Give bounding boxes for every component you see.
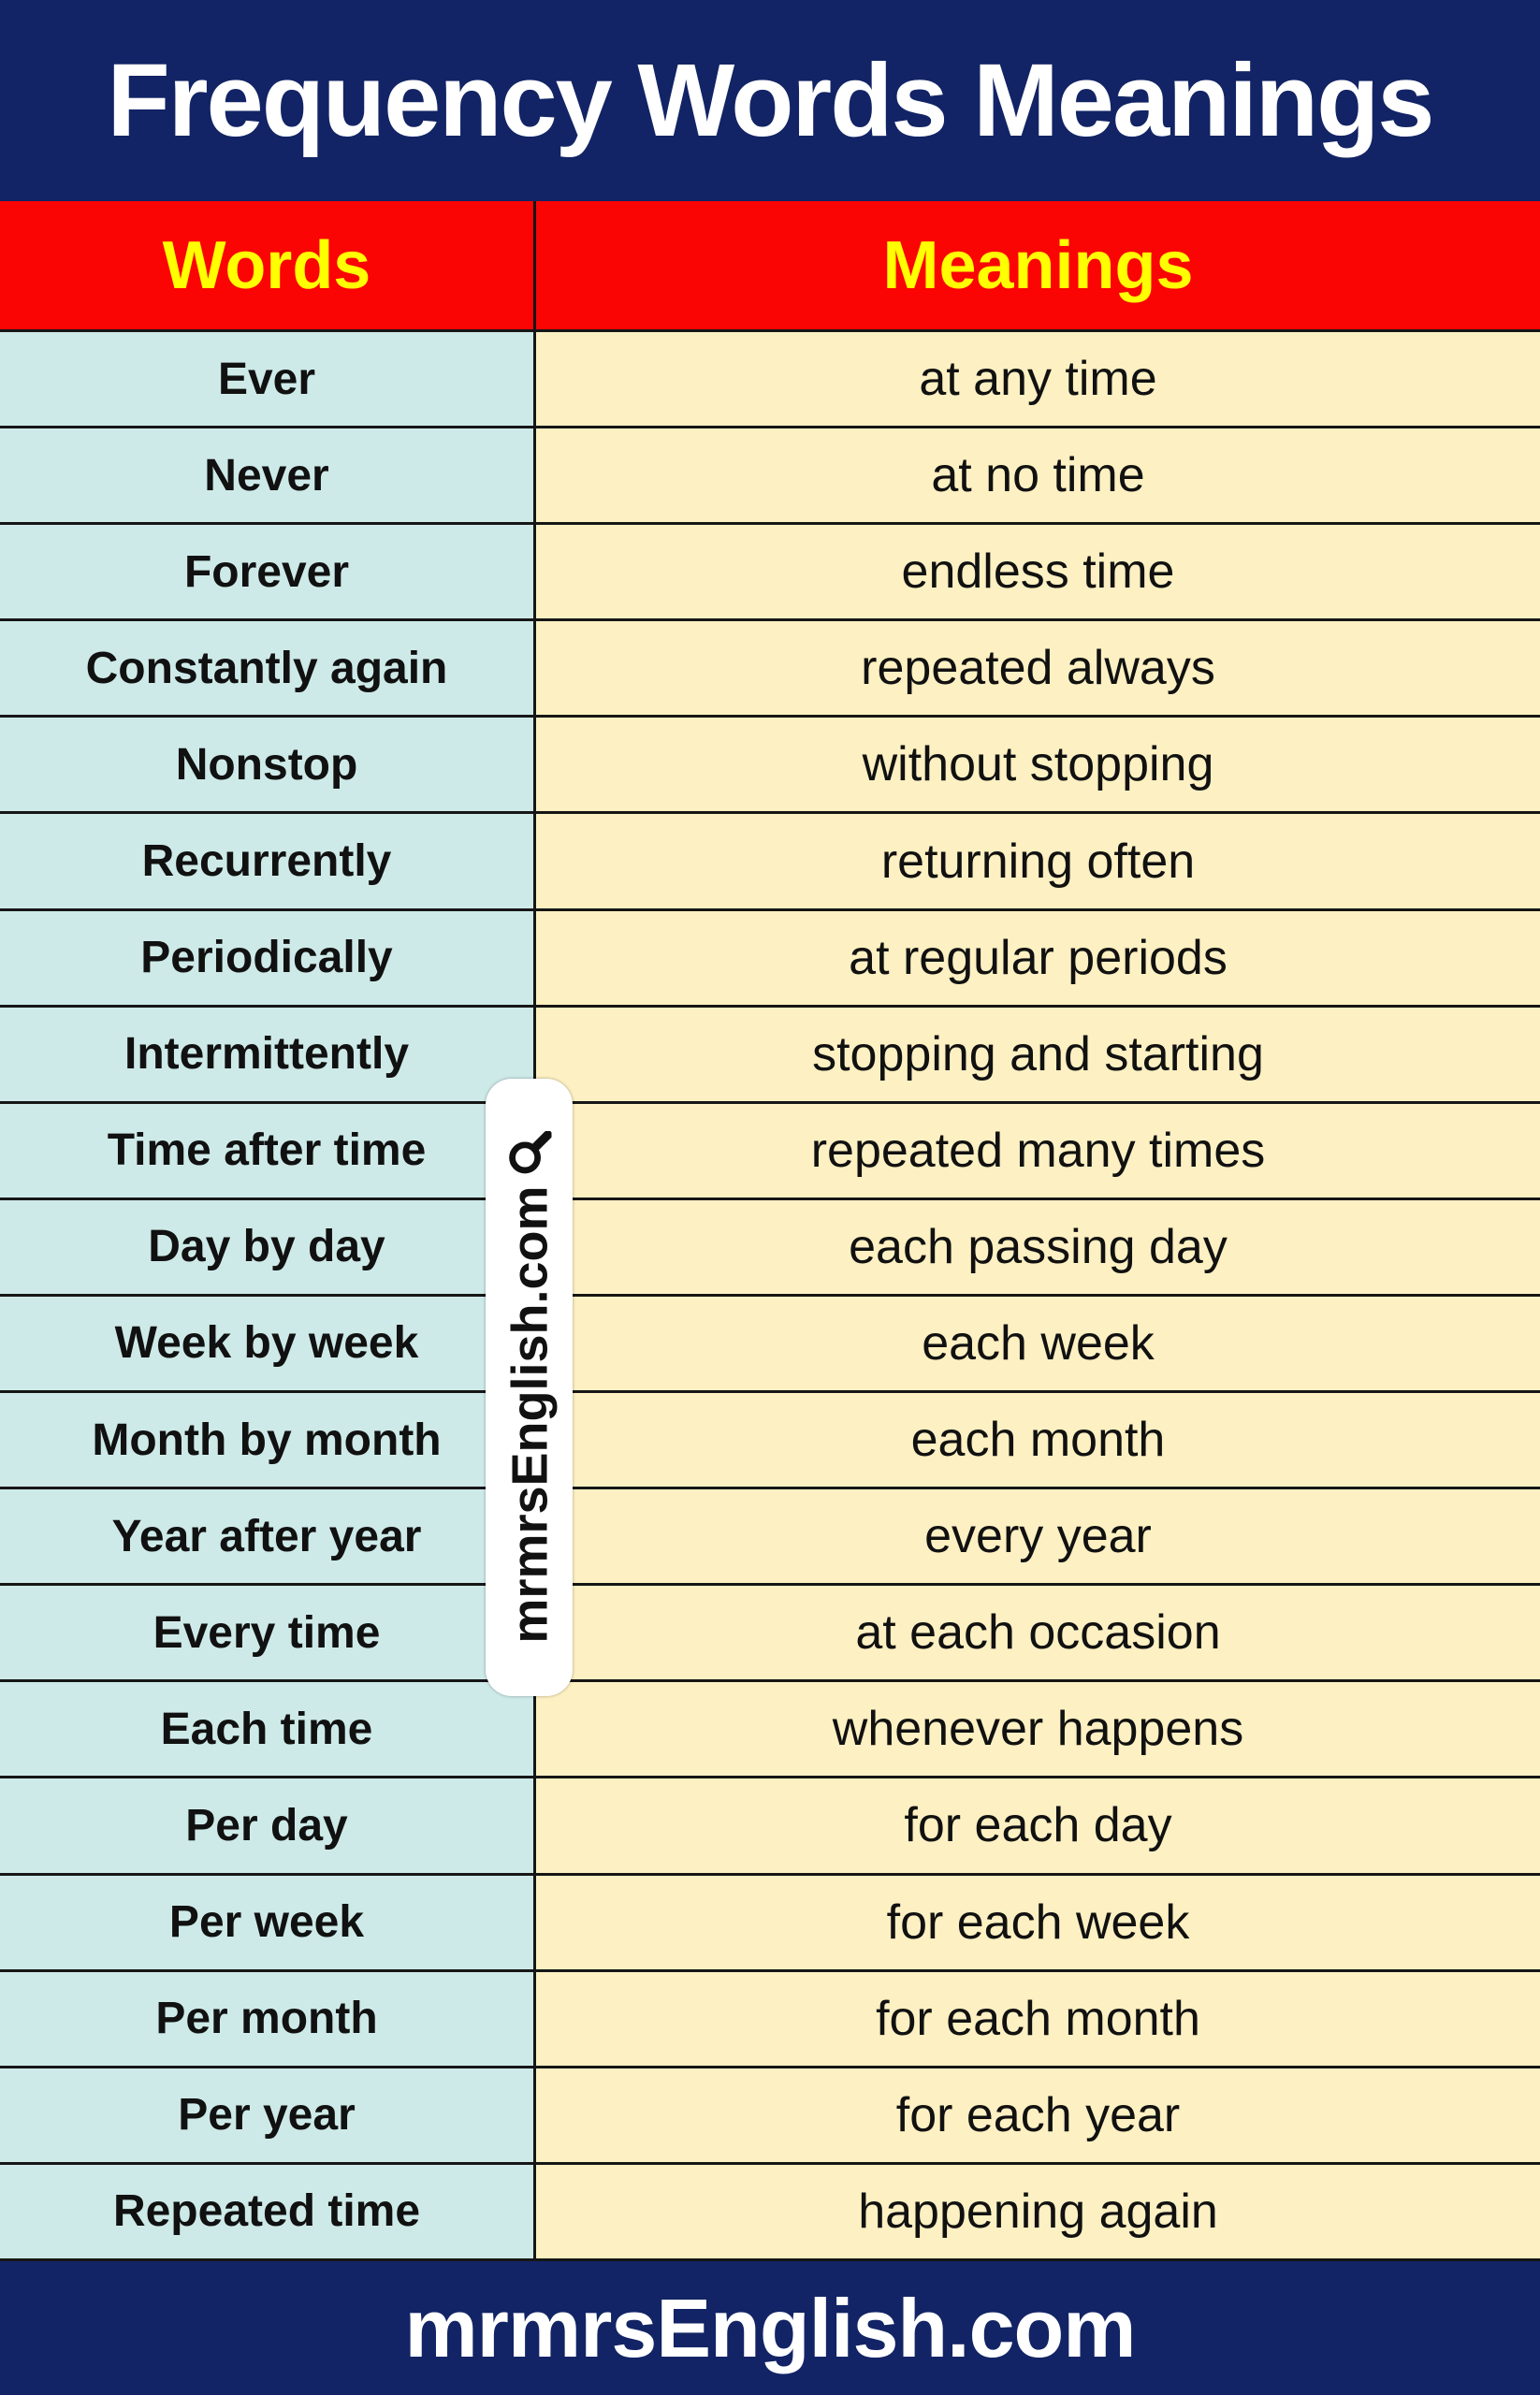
footer: mrmrsEnglish.com xyxy=(0,2261,1540,2395)
table-row: Per week for each week xyxy=(0,1875,1540,1972)
table-row: Intermittently stopping and starting xyxy=(0,1007,1540,1104)
table-row: Nonstop without stopping xyxy=(0,718,1540,815)
table-row: Month by month each month xyxy=(0,1393,1540,1490)
word-cell: Constantly again xyxy=(0,621,536,716)
word-cell: Recurrently xyxy=(0,814,536,908)
table-row: Each time whenever happens xyxy=(0,1682,1540,1779)
word-cell: Day by day xyxy=(0,1199,536,1294)
table-row: Per month for each month xyxy=(0,1971,1540,2068)
meaning-cell: whenever happens xyxy=(536,1682,1540,1777)
meaning-cell: for each year xyxy=(536,2068,1540,2162)
table-row: Forever endless time xyxy=(0,525,1540,622)
word-cell: Per month xyxy=(0,1971,536,2066)
word-cell: Every time xyxy=(0,1586,536,1680)
meaning-cell: at any time xyxy=(536,332,1540,427)
watermark-text: mrmrsEnglish.com xyxy=(501,1185,558,1644)
meaning-cell: repeated always xyxy=(536,621,1540,716)
word-cell: Repeated time xyxy=(0,2164,536,2258)
word-cell: Week by week xyxy=(0,1296,536,1391)
word-cell: Forever xyxy=(0,525,536,619)
table-row: Per day for each day xyxy=(0,1778,1540,1876)
watermark: mrmrsEnglish.com xyxy=(486,1079,573,1696)
meaning-cell: each week xyxy=(536,1296,1540,1391)
word-cell: Intermittently xyxy=(0,1007,536,1101)
table-header-row: Words Meanings xyxy=(0,201,1540,332)
table-row: Never at no time xyxy=(0,428,1540,526)
table-row: Constantly again repeated always xyxy=(0,621,1540,718)
word-cell: Month by month xyxy=(0,1393,536,1488)
meaning-cell: for each week xyxy=(536,1875,1540,1969)
table-row: Periodically at regular periods xyxy=(0,910,1540,1008)
meaning-cell: at regular periods xyxy=(536,910,1540,1005)
table-row: Every time at each occasion xyxy=(0,1586,1540,1683)
word-cell: Per day xyxy=(0,1778,536,1873)
word-cell: Year after year xyxy=(0,1489,536,1584)
word-cell: Per week xyxy=(0,1875,536,1969)
table-row: Day by day each passing day xyxy=(0,1199,1540,1297)
table-row: Year after year every year xyxy=(0,1489,1540,1587)
footer-site-text: mrmrsEnglish.com xyxy=(404,2281,1136,2374)
table-body: Ever at any time Never at no time Forever end… xyxy=(0,332,1540,2261)
watermark-inner: mrmrsEnglish.com xyxy=(486,1079,573,1696)
meaning-cell: repeated many times xyxy=(536,1103,1540,1198)
meaning-cell: at no time xyxy=(536,428,1540,523)
meaning-cell: endless time xyxy=(536,525,1540,619)
meaning-cell: each month xyxy=(536,1393,1540,1488)
meaning-cell: happening again xyxy=(536,2164,1540,2258)
word-cell: Never xyxy=(0,428,536,523)
column-header-words: Words xyxy=(0,201,536,329)
meaning-cell: for each month xyxy=(536,1971,1540,2066)
word-cell: Ever xyxy=(0,332,536,427)
word-cell: Time after time xyxy=(0,1103,536,1198)
column-header-meanings: Meanings xyxy=(882,227,1194,303)
table-row: Repeated time happening again xyxy=(0,2164,1540,2261)
meaning-cell: stopping and starting xyxy=(536,1007,1540,1101)
meaning-cell: at each occasion xyxy=(536,1586,1540,1680)
meaning-cell: each passing day xyxy=(536,1199,1540,1294)
table-row: Week by week each week xyxy=(0,1296,1540,1394)
page-title: Frequency Words Meanings xyxy=(107,43,1435,158)
table-row: Time after time repeated many times xyxy=(0,1103,1540,1200)
table-row: Recurrently returning often xyxy=(0,814,1540,911)
word-cell: Nonstop xyxy=(0,718,536,812)
meaning-cell: every year xyxy=(536,1489,1540,1584)
magnifier-icon xyxy=(508,1131,551,1174)
meaning-cell: without stopping xyxy=(536,718,1540,812)
meaning-cell: returning often xyxy=(536,814,1540,908)
table-row: Per year for each year xyxy=(0,2068,1540,2165)
title-bar: Frequency Words Meanings xyxy=(0,0,1540,201)
word-cell: Periodically xyxy=(0,910,536,1005)
meaning-cell: for each day xyxy=(536,1778,1540,1873)
table-row: Ever at any time xyxy=(0,332,1540,429)
word-cell: Per year xyxy=(0,2068,536,2162)
word-cell: Each time xyxy=(0,1682,536,1777)
